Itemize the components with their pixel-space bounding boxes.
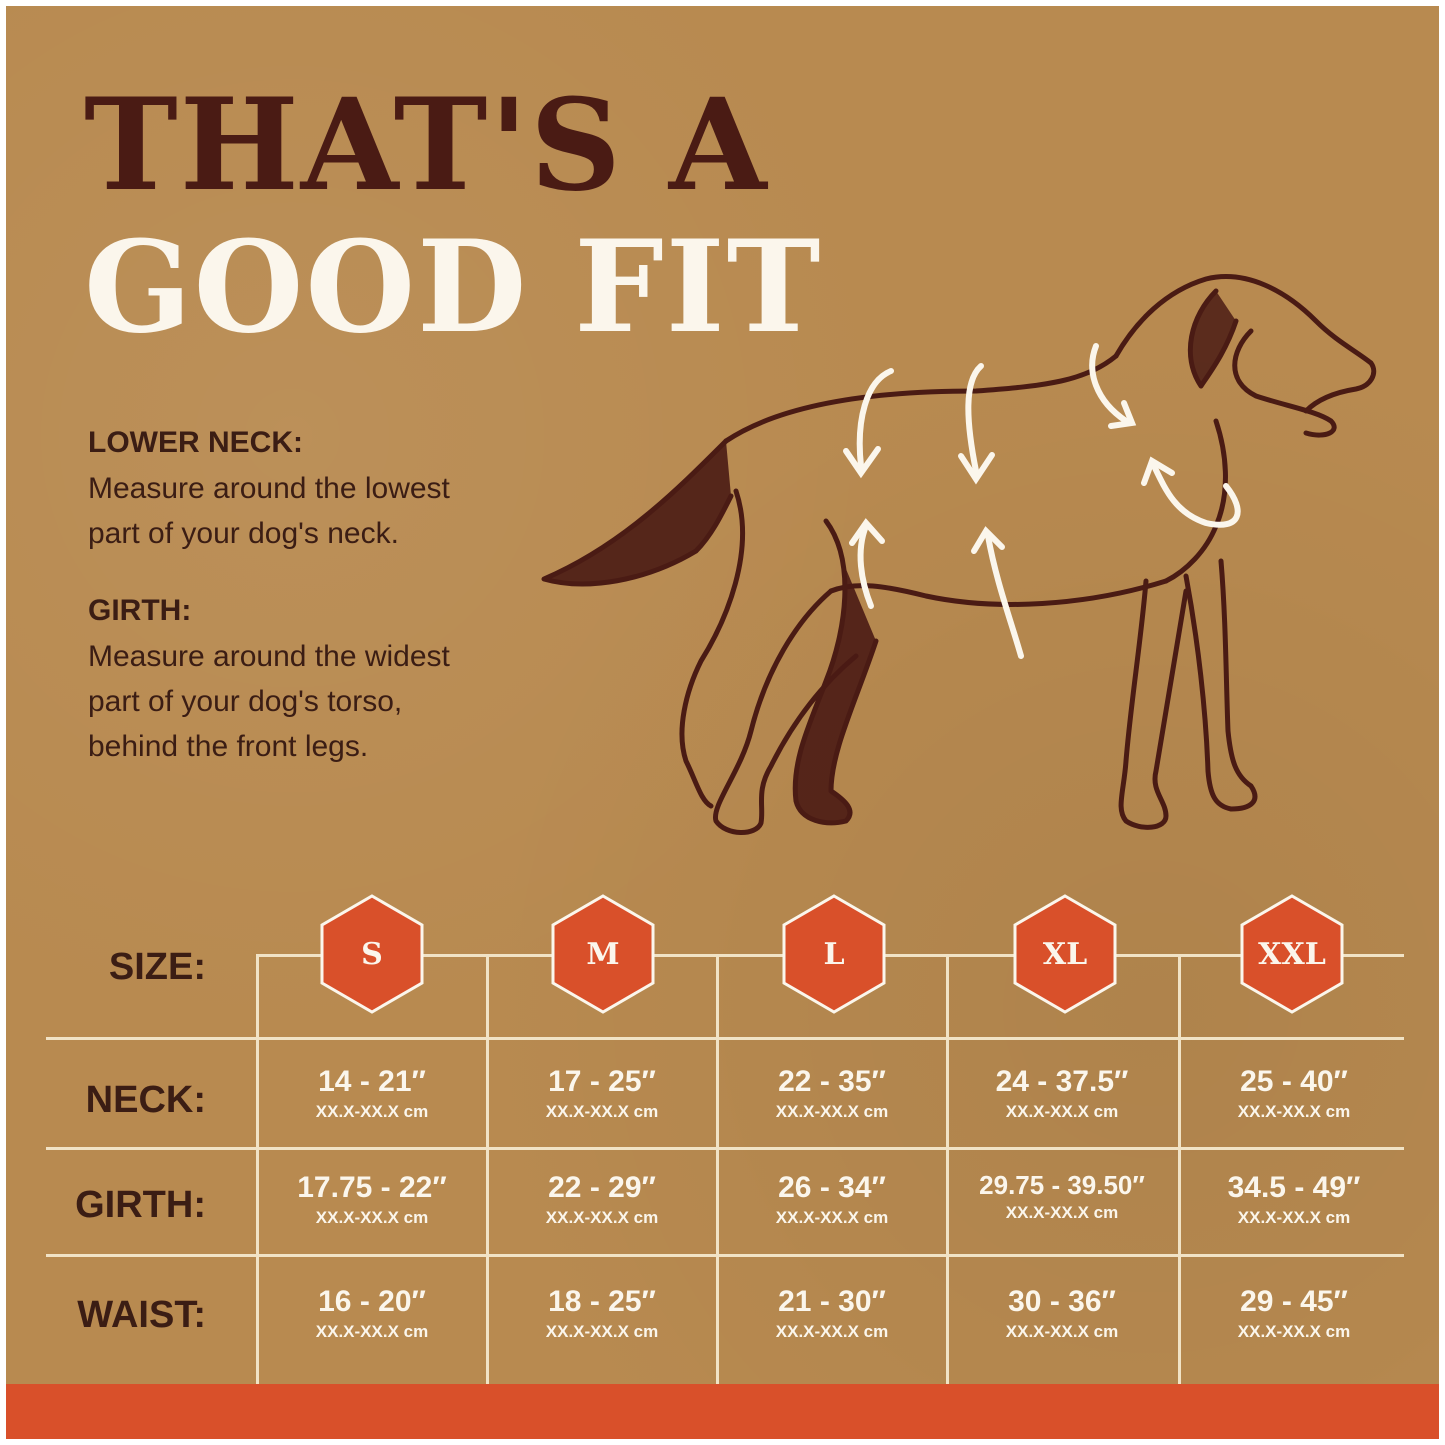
girth-cm: XX.X-XX.X cm	[315, 1208, 429, 1227]
neck-cell-s: 14 - 21″ XX.X-XX.X cm	[257, 1064, 487, 1122]
girth-cell-l: 26 - 34″ XX.X-XX.X cm	[717, 1170, 947, 1228]
girth-cell-xl: 29.75 - 39.50″ XX.X-XX.X cm	[947, 1170, 1177, 1223]
girth-inches: 17.75 - 22″	[297, 1171, 447, 1204]
girth-line-2: part of your dog's torso,	[88, 685, 403, 718]
lower-neck-instructions: LOWER NECK: Measure around the lowest pa…	[88, 426, 558, 556]
girth-text: Measure around the widest part of your d…	[88, 634, 558, 769]
waist-inches: 29 - 45″	[1240, 1285, 1348, 1318]
neck-cell-m: 17 - 25″ XX.X-XX.X cm	[487, 1064, 717, 1122]
hexagon-icon	[551, 894, 655, 1014]
row-label-size: SIZE:	[108, 946, 206, 988]
neck-cm: XX.X-XX.X cm	[315, 1102, 429, 1121]
girth-cm: XX.X-XX.X cm	[545, 1208, 659, 1227]
dog-with-measurement-arrows-icon	[541, 274, 1377, 835]
waist-cell-m: 18 - 25″ XX.X-XX.X cm	[487, 1284, 717, 1342]
size-badge-xl: XL	[1013, 894, 1117, 1014]
girth-inches: 26 - 34″	[778, 1171, 886, 1204]
size-badge-label: XXL	[1258, 936, 1326, 972]
neck-inches: 25 - 40″	[1240, 1065, 1348, 1098]
waist-cell-l: 21 - 30″ XX.X-XX.X cm	[717, 1284, 947, 1342]
girth-heading: GIRTH:	[88, 594, 192, 627]
neck-inches: 14 - 21″	[318, 1065, 426, 1098]
row-label-girth: GIRTH:	[75, 1184, 206, 1226]
girth-cm: XX.X-XX.X cm	[775, 1208, 889, 1227]
bottom-accent-bar	[6, 1384, 1439, 1439]
neck-cm: XX.X-XX.X cm	[1005, 1102, 1119, 1121]
neck-inches: 24 - 37.5″	[995, 1065, 1129, 1098]
girth-line-3: behind the front legs.	[88, 730, 369, 763]
girth-cell-xxl: 34.5 - 49″ XX.X-XX.X cm	[1179, 1170, 1409, 1228]
size-badge-m: M	[551, 894, 655, 1014]
waist-inches: 21 - 30″	[778, 1285, 886, 1318]
waist-cm: XX.X-XX.X cm	[1237, 1322, 1351, 1341]
waist-cm: XX.X-XX.X cm	[315, 1322, 429, 1341]
neck-cell-l: 22 - 35″ XX.X-XX.X cm	[717, 1064, 947, 1122]
lower-neck-line-1: Measure around the lowest	[88, 472, 450, 505]
lower-neck-line-2: part of your dog's neck.	[88, 517, 399, 550]
girth-cell-m: 22 - 29″ XX.X-XX.X cm	[487, 1170, 717, 1228]
title-line-1: THAT'S A	[84, 71, 769, 219]
waist-cm: XX.X-XX.X cm	[1005, 1322, 1119, 1341]
row-label-neck: NECK:	[85, 1079, 206, 1121]
neck-cell-xl: 24 - 37.5″ XX.X-XX.X cm	[947, 1064, 1177, 1122]
waist-inches: 16 - 20″	[318, 1285, 426, 1318]
title-line-2: GOOD FIT	[84, 213, 823, 361]
hexagon-icon	[1013, 894, 1117, 1014]
girth-inches: 22 - 29″	[548, 1171, 656, 1204]
neck-cm: XX.X-XX.X cm	[775, 1102, 889, 1121]
girth-cell-s: 17.75 - 22″ XX.X-XX.X cm	[257, 1170, 487, 1228]
girth-cm: XX.X-XX.X cm	[1237, 1208, 1351, 1227]
grid-line-h3	[46, 1254, 1404, 1257]
grid-line-h2	[46, 1147, 1404, 1150]
hexagon-icon	[1240, 894, 1344, 1014]
girth-line-1: Measure around the widest	[88, 640, 450, 673]
row-label-waist: WAIST:	[77, 1294, 206, 1336]
hexagon-icon	[320, 894, 424, 1014]
size-badge-s: S	[320, 894, 424, 1014]
size-badge-label: M	[586, 936, 620, 972]
grid-line-h1	[46, 1037, 1404, 1040]
size-badge-label: S	[361, 936, 383, 972]
hexagon-icon	[782, 894, 886, 1014]
waist-cm: XX.X-XX.X cm	[775, 1322, 889, 1341]
neck-inches: 17 - 25″	[548, 1065, 656, 1098]
girth-inches: 29.75 - 39.50″	[979, 1170, 1145, 1200]
waist-inches: 30 - 36″	[1008, 1285, 1116, 1318]
waist-inches: 18 - 25″	[548, 1285, 656, 1318]
girth-cm: XX.X-XX.X cm	[1005, 1203, 1119, 1223]
girth-instructions: GIRTH: Measure around the widest part of…	[88, 594, 558, 769]
lower-neck-heading: LOWER NECK:	[88, 426, 303, 459]
size-badge-label: L	[823, 936, 845, 972]
neck-cm: XX.X-XX.X cm	[545, 1102, 659, 1121]
size-guide-card: THAT'S A GOOD FIT LOWER NECK: Measure ar…	[6, 6, 1439, 1439]
waist-cell-xl: 30 - 36″ XX.X-XX.X cm	[947, 1284, 1177, 1342]
lower-neck-text: Measure around the lowest part of your d…	[88, 466, 558, 556]
size-badge-l: L	[782, 894, 886, 1014]
waist-cell-xxl: 29 - 45″ XX.X-XX.X cm	[1179, 1284, 1409, 1342]
neck-inches: 22 - 35″	[778, 1065, 886, 1098]
neck-cell-xxl: 25 - 40″ XX.X-XX.X cm	[1179, 1064, 1409, 1122]
waist-cm: XX.X-XX.X cm	[545, 1322, 659, 1341]
size-badge-xxl: XXL	[1240, 894, 1344, 1014]
girth-inches: 34.5 - 49″	[1227, 1171, 1361, 1204]
size-badge-label: XL	[1042, 936, 1088, 972]
waist-cell-s: 16 - 20″ XX.X-XX.X cm	[257, 1284, 487, 1342]
neck-cm: XX.X-XX.X cm	[1237, 1102, 1351, 1121]
